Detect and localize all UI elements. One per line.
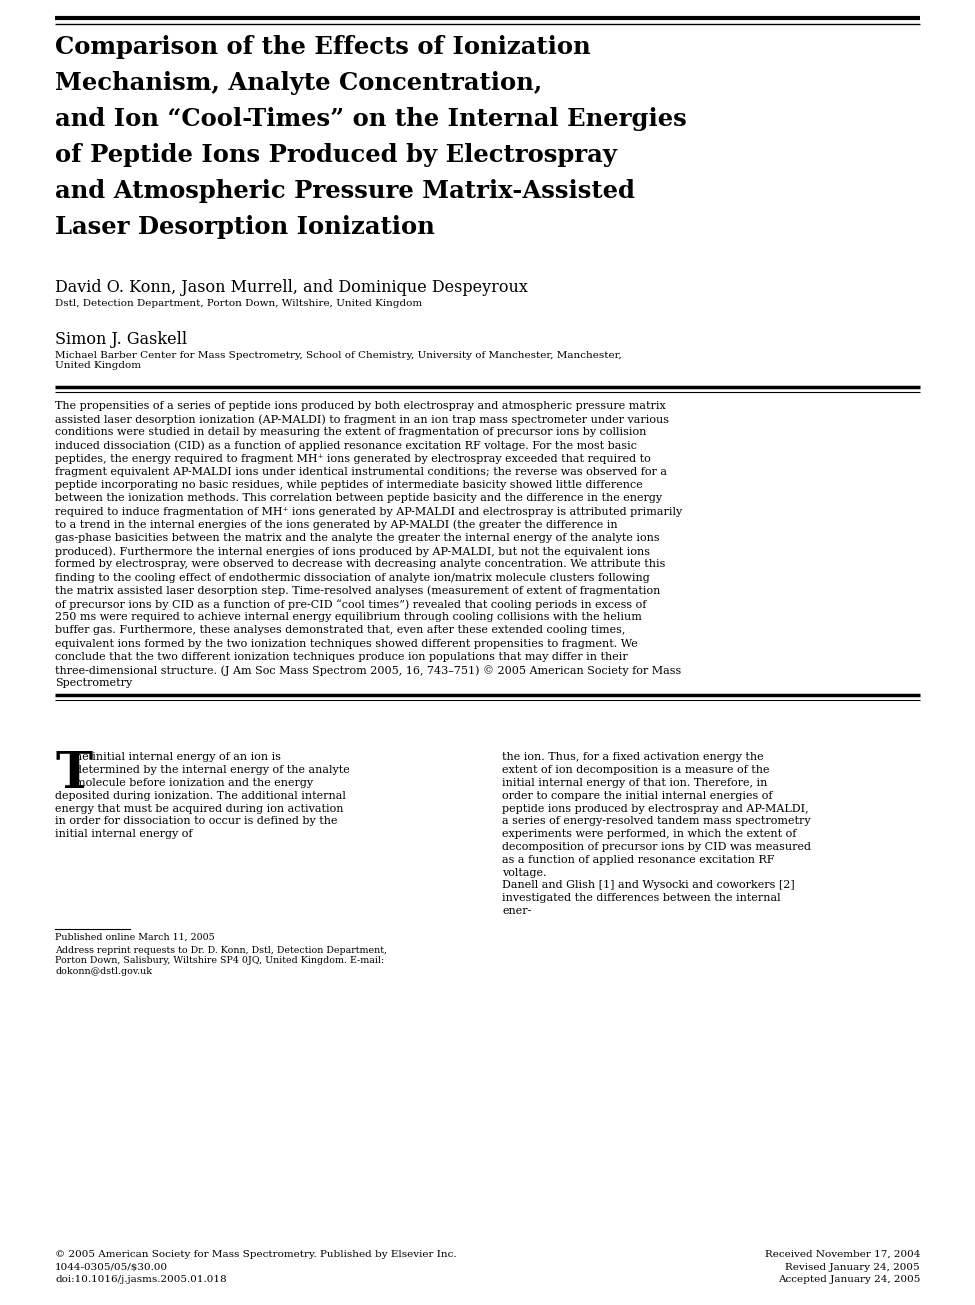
Text: ener-: ener- [502, 906, 532, 916]
Text: peptides, the energy required to fragment MH⁺ ions generated by electrospray exc: peptides, the energy required to fragmen… [55, 454, 650, 463]
Text: the matrix assisted laser desorption step. Time-resolved analyses (measurement o: the matrix assisted laser desorption ste… [55, 586, 660, 596]
Text: of precursor ions by CID as a function of pre-CID “cool times”) revealed that co: of precursor ions by CID as a function o… [55, 599, 646, 609]
Text: a series of energy-resolved tandem mass spectrometry: a series of energy-resolved tandem mass … [502, 817, 811, 826]
Text: he initial internal energy of an ion is: he initial internal energy of an ion is [75, 753, 281, 762]
Text: investigated the differences between the internal: investigated the differences between the… [502, 893, 781, 903]
Text: the ion. Thus, for a fixed activation energy the: the ion. Thus, for a fixed activation en… [502, 753, 764, 762]
Text: deposited during ionization. The additional internal: deposited during ionization. The additio… [55, 791, 346, 801]
Text: Simon J. Gaskell: Simon J. Gaskell [55, 331, 187, 348]
Text: 250 ms were required to achieve internal energy equilibrium through cooling coll: 250 ms were required to achieve internal… [55, 612, 642, 622]
Text: decomposition of precursor ions by CID was measured: decomposition of precursor ions by CID w… [502, 842, 811, 852]
Text: doi:10.1016/j.jasms.2005.01.018: doi:10.1016/j.jasms.2005.01.018 [55, 1275, 226, 1284]
Text: Revised January 24, 2005: Revised January 24, 2005 [786, 1262, 920, 1271]
Text: extent of ion decomposition is a measure of the: extent of ion decomposition is a measure… [502, 765, 770, 775]
Text: fragment equivalent AP-MALDI ions under identical instrumental conditions; the r: fragment equivalent AP-MALDI ions under … [55, 467, 667, 478]
Text: T: T [55, 750, 92, 800]
Text: order to compare the initial internal energies of: order to compare the initial internal en… [502, 791, 773, 801]
Text: finding to the cooling effect of endothermic dissociation of analyte ion/matrix : finding to the cooling effect of endothe… [55, 573, 649, 582]
Text: © 2005 American Society for Mass Spectrometry. Published by Elsevier Inc.: © 2005 American Society for Mass Spectro… [55, 1250, 456, 1259]
Text: David O. Konn, Jason Murrell, and Dominique Despeyroux: David O. Konn, Jason Murrell, and Domini… [55, 279, 527, 296]
Text: Dstl, Detection Department, Porton Down, Wiltshire, United Kingdom: Dstl, Detection Department, Porton Down,… [55, 299, 422, 308]
Text: Comparison of the Effects of Ionization: Comparison of the Effects of Ionization [55, 35, 591, 59]
Text: Address reprint requests to Dr. D. Konn, Dstl, Detection Department,
Porton Down: Address reprint requests to Dr. D. Konn,… [55, 946, 387, 976]
Text: Received November 17, 2004: Received November 17, 2004 [764, 1250, 920, 1259]
Text: three-dimensional structure. (J Am Soc Mass Spectrom 2005, 16, 743–751) © 2005 A: three-dimensional structure. (J Am Soc M… [55, 666, 682, 676]
Text: energy that must be acquired during ion activation: energy that must be acquired during ion … [55, 804, 343, 813]
Text: determined by the internal energy of the analyte: determined by the internal energy of the… [75, 765, 350, 775]
Text: equivalent ions formed by the two ionization techniques showed different propens: equivalent ions formed by the two ioniza… [55, 638, 638, 649]
Text: molecule before ionization and the energy: molecule before ionization and the energ… [75, 778, 313, 788]
Text: formed by electrospray, were observed to decrease with decreasing analyte concen: formed by electrospray, were observed to… [55, 560, 665, 569]
Text: The propensities of a series of peptide ions produced by both electrospray and a: The propensities of a series of peptide … [55, 401, 666, 411]
Text: experiments were performed, in which the extent of: experiments were performed, in which the… [502, 829, 797, 839]
Text: peptide ions produced by electrospray and AP-MALDI,: peptide ions produced by electrospray an… [502, 804, 809, 813]
Text: induced dissociation (CID) as a function of applied resonance excitation RF volt: induced dissociation (CID) as a function… [55, 441, 637, 452]
Text: to a trend in the internal energies of the ions generated by AP-MALDI (the great: to a trend in the internal energies of t… [55, 519, 617, 530]
Text: Laser Desorption Ionization: Laser Desorption Ionization [55, 215, 435, 239]
Text: required to induce fragmentation of MH⁺ ions generated by AP-MALDI and electrosp: required to induce fragmentation of MH⁺ … [55, 506, 682, 517]
Text: assisted laser desorption ionization (AP-MALDI) to fragment in an ion trap mass : assisted laser desorption ionization (AP… [55, 414, 669, 424]
Text: between the ionization methods. This correlation between peptide basicity and th: between the ionization methods. This cor… [55, 493, 662, 504]
Text: Michael Barber Center for Mass Spectrometry, School of Chemistry, University of : Michael Barber Center for Mass Spectrome… [55, 351, 622, 371]
Text: conclude that the two different ionization techniques produce ion populations th: conclude that the two different ionizati… [55, 651, 628, 662]
Text: Danell and Glish [1] and Wysocki and coworkers [2]: Danell and Glish [1] and Wysocki and cow… [502, 881, 796, 890]
Text: in order for dissociation to occur is defined by the: in order for dissociation to occur is de… [55, 817, 337, 826]
Text: initial internal energy of that ion. Therefore, in: initial internal energy of that ion. The… [502, 778, 768, 788]
Text: Spectrometry: Spectrometry [55, 679, 133, 688]
Text: initial internal energy of: initial internal energy of [55, 829, 192, 839]
Text: voltage.: voltage. [502, 868, 547, 877]
Text: peptide incorporating no basic residues, while peptides of intermediate basicity: peptide incorporating no basic residues,… [55, 480, 643, 491]
Text: and Ion “Cool-Times” on the Internal Energies: and Ion “Cool-Times” on the Internal Ene… [55, 107, 686, 130]
Text: as a function of applied resonance excitation RF: as a function of applied resonance excit… [502, 855, 775, 865]
Text: buffer gas. Furthermore, these analyses demonstrated that, even after these exte: buffer gas. Furthermore, these analyses … [55, 625, 625, 636]
Text: produced). Furthermore the internal energies of ions produced by AP-MALDI, but n: produced). Furthermore the internal ener… [55, 547, 650, 557]
Text: Accepted January 24, 2005: Accepted January 24, 2005 [778, 1275, 920, 1284]
Text: of Peptide Ions Produced by Electrospray: of Peptide Ions Produced by Electrospray [55, 144, 617, 167]
Text: 1044-0305/05/$30.00: 1044-0305/05/$30.00 [55, 1262, 168, 1271]
Text: and Atmospheric Pressure Matrix-Assisted: and Atmospheric Pressure Matrix-Assisted [55, 179, 635, 204]
Text: Published online March 11, 2005: Published online March 11, 2005 [55, 933, 214, 942]
Text: Mechanism, Analyte Concentration,: Mechanism, Analyte Concentration, [55, 70, 542, 95]
Text: gas-phase basicities between the matrix and the analyte the greater the internal: gas-phase basicities between the matrix … [55, 532, 660, 543]
Text: conditions were studied in detail by measuring the extent of fragmentation of pr: conditions were studied in detail by mea… [55, 428, 646, 437]
